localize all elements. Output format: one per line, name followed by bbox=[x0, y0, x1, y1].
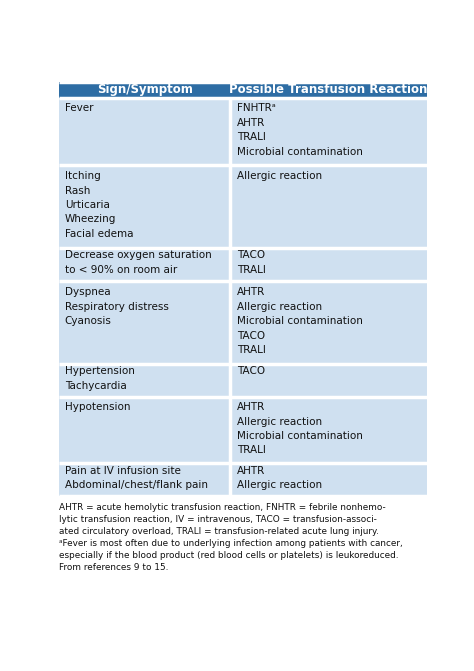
Bar bbox=[59, 82, 427, 98]
Text: Hypertension
Tachycardia: Hypertension Tachycardia bbox=[65, 366, 135, 391]
Text: Possible Transfusion Reaction: Possible Transfusion Reaction bbox=[229, 83, 428, 97]
Text: Pain at IV infusion site
Abdominal/chest/flank pain: Pain at IV infusion site Abdominal/chest… bbox=[65, 466, 208, 491]
Bar bbox=[59, 280, 427, 364]
Text: Hypotension: Hypotension bbox=[65, 402, 130, 412]
Bar bbox=[59, 364, 427, 397]
Text: Itching
Rash
Urticaria
Wheezing
Facial edema: Itching Rash Urticaria Wheezing Facial e… bbox=[65, 171, 133, 239]
Text: Decrease oxygen saturation
to < 90% on room air: Decrease oxygen saturation to < 90% on r… bbox=[65, 250, 211, 274]
Bar bbox=[59, 463, 427, 497]
Bar bbox=[59, 98, 427, 164]
Text: AHTR
Allergic reaction
Microbial contamination
TRALI: AHTR Allergic reaction Microbial contami… bbox=[237, 402, 363, 456]
Text: Dyspnea
Respiratory distress
Cyanosis: Dyspnea Respiratory distress Cyanosis bbox=[65, 287, 169, 326]
Text: FNHTRᵃ
AHTR
TRALI
Microbial contamination: FNHTRᵃ AHTR TRALI Microbial contaminatio… bbox=[237, 103, 363, 156]
Text: AHTR
Allergic reaction: AHTR Allergic reaction bbox=[237, 466, 322, 491]
Text: Fever: Fever bbox=[65, 103, 93, 113]
Text: AHTR = acute hemolytic transfusion reaction, FNHTR = febrile nonhemo-
lytic tran: AHTR = acute hemolytic transfusion react… bbox=[59, 503, 403, 572]
Text: TACO
TRALI: TACO TRALI bbox=[237, 250, 265, 274]
Text: Sign/Symptom: Sign/Symptom bbox=[97, 83, 192, 97]
Text: TACO: TACO bbox=[237, 366, 265, 376]
Bar bbox=[59, 164, 427, 248]
Bar bbox=[59, 397, 427, 463]
Text: Allergic reaction: Allergic reaction bbox=[237, 171, 322, 181]
Text: AHTR
Allergic reaction
Microbial contamination
TACO
TRALI: AHTR Allergic reaction Microbial contami… bbox=[237, 287, 363, 355]
Bar bbox=[59, 248, 427, 280]
